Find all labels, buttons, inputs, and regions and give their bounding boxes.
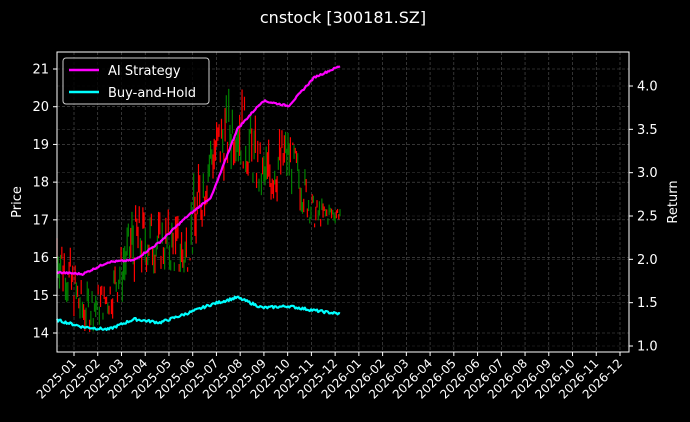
y-tick-label: 17 xyxy=(32,213,49,228)
y-tick-label: 16 xyxy=(32,251,49,266)
y-axis-label-left: Price xyxy=(10,186,25,218)
y-tick-label: 18 xyxy=(32,176,49,191)
y-tick-label: 15 xyxy=(32,289,49,304)
line-ai-strategy xyxy=(56,65,341,276)
legend-label-buy-and-hold: Buy-and-Hold xyxy=(108,86,196,101)
y-right-tick-label: 3.0 xyxy=(637,166,658,181)
plot-frame xyxy=(56,51,630,353)
y-tick-label: 20 xyxy=(32,100,49,115)
y-axis-left: 14 15 16 17 18 19 20 21 xyxy=(32,63,57,342)
y-right-tick-label: 1.5 xyxy=(637,296,658,311)
y-axis-right: 1.0 1.5 2.0 2.5 3.0 3.5 4.0 xyxy=(629,80,658,355)
legend-box xyxy=(62,57,210,105)
y-right-tick-label: 4.0 xyxy=(637,80,658,95)
y-right-tick-label: 2.5 xyxy=(637,210,658,225)
line-buy-and-hold xyxy=(56,295,341,331)
legend: AI Strategy Buy-and-Hold xyxy=(62,57,210,105)
price-candles xyxy=(56,88,341,332)
legend-label-ai-strategy: AI Strategy xyxy=(108,64,181,79)
y-right-tick-label: 3.5 xyxy=(637,123,658,138)
y-axis-label-right: Return xyxy=(666,180,681,223)
y-tick-label: 21 xyxy=(32,63,49,78)
y-tick-label: 19 xyxy=(32,138,49,153)
chart-title: cnstock [300181.SZ] xyxy=(260,8,426,27)
return-lines xyxy=(56,65,341,331)
y-right-tick-label: 1.0 xyxy=(637,340,658,355)
y-tick-label: 14 xyxy=(32,327,49,342)
y-right-tick-label: 2.0 xyxy=(637,253,658,268)
